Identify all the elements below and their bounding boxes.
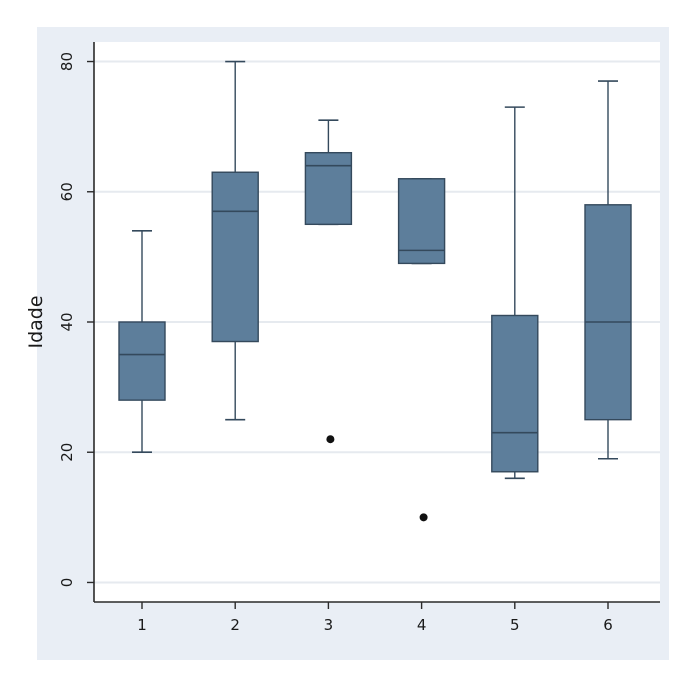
iqr-box bbox=[211, 171, 259, 343]
box-group-6 bbox=[584, 80, 632, 460]
y-tick-label: 80 bbox=[58, 52, 76, 71]
x-tick-label: 1 bbox=[137, 616, 147, 634]
grid-lines bbox=[94, 60, 660, 584]
boxes-layer bbox=[118, 60, 632, 522]
box-group-1 bbox=[118, 230, 166, 454]
x-ticks: 1 2 3 4 5 6 bbox=[137, 602, 613, 634]
iqr-box bbox=[584, 204, 632, 421]
box-group-2 bbox=[211, 60, 259, 421]
y-ticks: 0 20 40 60 80 bbox=[58, 52, 94, 587]
iqr-box bbox=[491, 314, 539, 473]
y-axis-title: Idade bbox=[25, 295, 47, 348]
box-group-3 bbox=[304, 119, 353, 444]
y-tick-label: 20 bbox=[58, 443, 76, 462]
box-group-5 bbox=[491, 106, 539, 480]
outlier-point bbox=[326, 435, 335, 444]
x-tick-label: 3 bbox=[324, 616, 334, 634]
iqr-box bbox=[397, 178, 446, 265]
outlier-point bbox=[419, 513, 428, 522]
y-tick-label: 0 bbox=[58, 578, 76, 588]
x-tick-label: 2 bbox=[230, 616, 240, 634]
iqr-box bbox=[118, 321, 166, 401]
x-tick-label: 5 bbox=[510, 616, 520, 634]
y-tick-label: 40 bbox=[58, 312, 76, 331]
x-tick-label: 4 bbox=[417, 616, 427, 634]
y-tick-label: 60 bbox=[58, 182, 76, 201]
box-group-4 bbox=[397, 177, 446, 522]
x-tick-label: 6 bbox=[603, 616, 613, 634]
iqr-box bbox=[304, 151, 353, 226]
